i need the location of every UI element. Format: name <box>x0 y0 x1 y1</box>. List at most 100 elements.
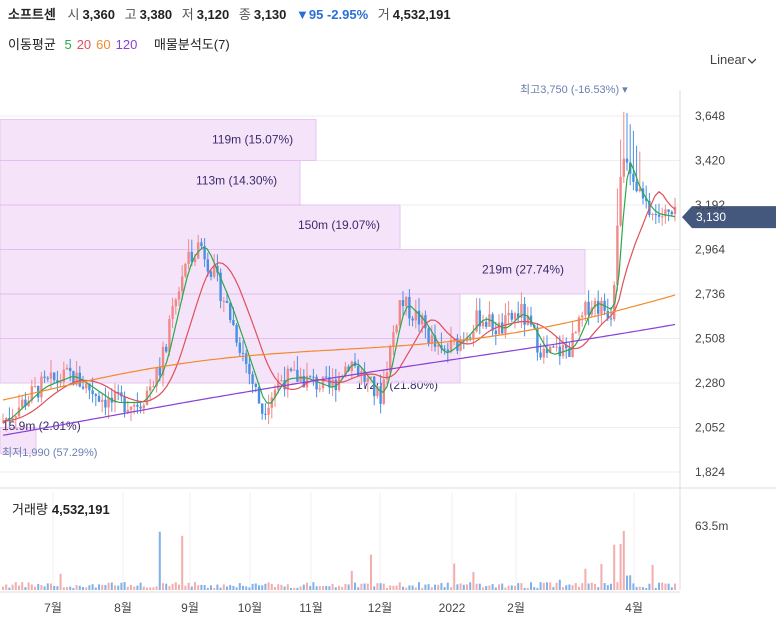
volume-bar <box>373 586 376 590</box>
x-tick-label: 2022 <box>439 601 466 615</box>
y-tick-label: 2,964 <box>695 243 725 257</box>
candle-body <box>472 331 475 339</box>
volume-bar <box>139 582 142 590</box>
candle-body <box>421 315 424 325</box>
volume-bar <box>597 587 600 590</box>
volume-bar <box>312 582 315 590</box>
candle-body <box>126 409 129 413</box>
volume-bar <box>117 585 120 590</box>
volume-bar <box>651 564 654 590</box>
volume-bar <box>66 587 68 590</box>
volume-bar <box>210 585 212 590</box>
volume-bar <box>360 583 363 590</box>
y-tick-label: 1,824 <box>695 465 725 479</box>
volume-bar <box>354 582 356 590</box>
volume-bar <box>21 582 24 590</box>
volume-bar <box>379 583 382 590</box>
candle-body <box>280 380 283 382</box>
volume-profile: 119m (15.07%) 113m (14.30%) 150m (19.07%) 2… <box>0 119 586 454</box>
volume-bar <box>40 585 43 590</box>
candle-body <box>552 346 555 348</box>
candle-body <box>395 325 398 333</box>
candle-body <box>302 375 305 388</box>
candle-body <box>283 380 286 390</box>
volume-bar <box>261 585 264 590</box>
volume-bar <box>418 582 420 590</box>
volume-bar <box>658 582 660 590</box>
volume-bar <box>88 585 91 590</box>
candle-body <box>181 276 184 292</box>
volume-bar <box>302 584 305 590</box>
candle-body <box>261 403 264 414</box>
candle-body <box>581 315 584 318</box>
volume-bar <box>485 586 488 590</box>
candle-body <box>5 418 8 422</box>
volume-bar <box>395 585 398 590</box>
volume-bar <box>181 535 184 590</box>
volume-bar <box>213 587 216 590</box>
candle-body <box>203 246 206 260</box>
candle-body <box>72 371 75 385</box>
profile-label[interactable]: 매물분석도(7) <box>153 37 230 52</box>
candle-body <box>385 372 389 380</box>
volume-bar <box>578 586 580 590</box>
volume-bar <box>622 530 625 590</box>
indicator-legend: 이동평균 5 20 60 120 매물분석도(7) <box>8 34 235 53</box>
ma-60[interactable]: 60 <box>96 37 111 52</box>
candle-body <box>241 352 245 354</box>
candle-body <box>321 376 325 389</box>
volume-bar <box>27 582 30 590</box>
candle-body <box>449 339 453 352</box>
ma-label[interactable]: 이동평균 <box>8 37 56 52</box>
volume-bar <box>667 583 670 590</box>
candle-body <box>625 158 629 163</box>
candle-body <box>264 413 267 415</box>
volume-bar <box>197 585 200 590</box>
volume-bar <box>526 587 529 590</box>
x-tick-label: 8월 <box>114 601 132 615</box>
volume-bar <box>328 586 331 590</box>
volume-bar <box>478 583 481 590</box>
volume-bar <box>325 585 328 590</box>
volume-bar <box>299 586 302 590</box>
ma-120[interactable]: 120 <box>115 37 138 52</box>
volume-bar <box>546 582 548 590</box>
candle-body <box>549 346 552 354</box>
candle-body <box>149 386 152 391</box>
ma60-line <box>2 294 676 401</box>
candle-body <box>69 367 72 372</box>
candle-body <box>14 416 17 418</box>
ma-20[interactable]: 20 <box>76 37 92 52</box>
candle-body <box>91 390 94 395</box>
profile-box <box>0 204 401 250</box>
volume-bars <box>2 530 676 590</box>
volume-title: 거래량 <box>12 502 48 517</box>
scale-selector[interactable]: Linear <box>710 52 756 67</box>
volume-bar <box>168 586 171 590</box>
volume-bar <box>114 585 116 590</box>
volume-bar <box>53 585 56 590</box>
candle-body <box>334 379 337 391</box>
candle-body <box>613 285 616 320</box>
volume-bar <box>98 584 100 590</box>
candle-body <box>88 383 91 391</box>
volume-bar <box>562 587 564 590</box>
profile-box <box>0 249 586 295</box>
volume-bar <box>456 584 459 590</box>
volume-bar <box>155 586 158 590</box>
ma-5[interactable]: 5 <box>64 37 72 52</box>
moving-averages <box>2 161 676 436</box>
volume-bar <box>638 586 641 590</box>
candle-body <box>664 209 667 217</box>
candle-body <box>113 391 117 403</box>
volume-bar <box>242 585 244 590</box>
candle-body <box>59 381 62 383</box>
candle-body <box>267 407 270 415</box>
candle-body <box>289 368 293 371</box>
volume-bar <box>472 572 475 590</box>
volume-bar <box>440 583 443 590</box>
candle-body <box>197 242 200 259</box>
volume-bar <box>85 587 88 590</box>
profile-box <box>0 427 37 454</box>
